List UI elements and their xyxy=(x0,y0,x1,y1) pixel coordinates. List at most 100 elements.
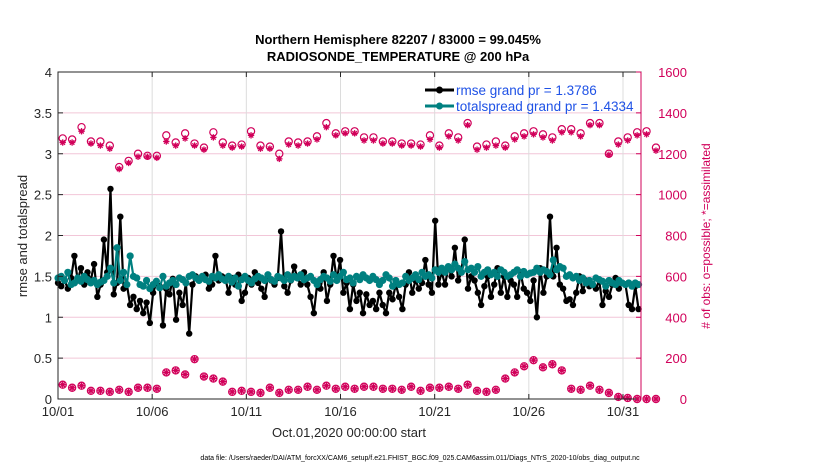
obs-assimilated-marker xyxy=(294,142,302,149)
obs-possible-marker xyxy=(482,387,491,397)
obs-assimilated-marker xyxy=(502,144,509,151)
obs-possible-marker xyxy=(86,386,96,396)
obs-assimilated-marker xyxy=(134,153,142,161)
rmse-point xyxy=(310,309,318,317)
obs-assimilated-marker xyxy=(398,142,405,149)
rmse-point xyxy=(451,244,459,251)
obs-possible-marker xyxy=(171,366,180,375)
obs-assimilated-marker xyxy=(455,137,462,144)
totalspread-point xyxy=(103,272,111,280)
obs-possible-marker xyxy=(67,383,77,392)
rmse-point xyxy=(477,301,485,309)
rmse-point xyxy=(510,281,518,288)
totalspread-point xyxy=(182,279,190,287)
chart-title-line-2: RADIOSONDE_TEMPERATURE @ 200 hPa xyxy=(267,49,530,64)
obs-possible-marker xyxy=(529,355,538,365)
rmse-point xyxy=(71,252,78,260)
rmse-point xyxy=(533,314,541,321)
obs-markers xyxy=(58,118,661,404)
totalspread-point xyxy=(231,274,239,282)
totalspread-point xyxy=(172,280,180,289)
obs-assimilated-marker xyxy=(257,145,264,152)
data-file-footer: data file: /Users/raeder/DAI/ATM_forcXX/… xyxy=(200,455,640,462)
obs-assimilated-marker xyxy=(436,144,443,151)
y-axis-label: rmse and totalspread xyxy=(15,175,30,297)
obs-assimilated-marker xyxy=(389,140,396,147)
totalspread-point xyxy=(280,276,288,285)
totalspread-point xyxy=(156,284,164,292)
rmse-point xyxy=(330,252,337,260)
rmse-point xyxy=(143,299,150,306)
obs-possible-marker xyxy=(256,388,265,398)
rmse-point xyxy=(504,293,511,301)
obs-assimilated-marker xyxy=(163,138,170,145)
obs-assimilated-marker xyxy=(313,136,321,143)
rmse-point xyxy=(628,305,636,313)
totalspread-point xyxy=(441,268,449,276)
obs-assimilated-marker xyxy=(351,130,358,137)
obs-possible-marker xyxy=(576,385,585,395)
obs-possible-marker xyxy=(651,394,661,404)
obs-assimilated-marker xyxy=(97,142,104,149)
obs-assimilated-marker xyxy=(78,128,85,135)
totalspread-point xyxy=(326,277,334,285)
rmse-point xyxy=(487,293,495,301)
x-tick-label: 10/01 xyxy=(42,404,75,419)
obs-possible-marker xyxy=(369,382,378,391)
totalspread-point xyxy=(234,282,242,290)
rmse-point xyxy=(77,265,85,272)
obs-possible-marker xyxy=(604,388,614,398)
totalspread-point xyxy=(60,276,69,285)
rmse-point xyxy=(409,289,416,296)
totalspread-point xyxy=(119,268,128,276)
obs-possible-marker xyxy=(246,387,256,397)
obs-assimilated-marker xyxy=(59,139,66,146)
obs-possible-marker xyxy=(322,381,331,390)
rmse-point xyxy=(389,296,396,303)
y-tick-label: 3 xyxy=(45,147,52,162)
totalspread-point xyxy=(559,264,567,272)
obs-possible-marker xyxy=(312,385,322,395)
obs-assimilated-marker xyxy=(473,146,481,153)
rmse-point xyxy=(307,293,314,301)
y-tick-label: 3.5 xyxy=(34,106,52,121)
totalspread-point xyxy=(113,244,121,252)
obs-assimilated-marker xyxy=(530,131,537,138)
totalspread-point xyxy=(513,266,521,274)
obs-possible-marker xyxy=(105,387,114,397)
grid xyxy=(58,72,641,399)
rmse-point xyxy=(159,322,167,329)
obs-assimilated-marker xyxy=(596,121,603,129)
rmse-point xyxy=(140,309,147,317)
rmse-point xyxy=(290,263,298,270)
rmse-point xyxy=(225,289,232,296)
obs-possible-marker xyxy=(463,380,472,389)
obs-assimilated-marker xyxy=(539,134,547,141)
totalspread-point xyxy=(261,276,269,285)
totalspread-point xyxy=(470,268,479,276)
rmse-point xyxy=(441,281,449,288)
rmse-point xyxy=(435,281,442,288)
legend: rmse grand pr = 1.3786 totalspread grand… xyxy=(425,83,634,114)
obs-assimilated-marker xyxy=(586,121,594,129)
obs-possible-marker xyxy=(425,383,435,392)
obs-assimilated-marker xyxy=(379,140,387,147)
obs-possible-marker xyxy=(557,366,566,375)
rmse-point xyxy=(166,291,173,298)
totalspread-point xyxy=(339,268,347,276)
obs-assimilated-marker xyxy=(247,132,255,139)
totalspread-point xyxy=(474,262,482,271)
rmse-point xyxy=(117,213,124,220)
totalspread-point xyxy=(447,266,456,274)
obs-assimilated-marker xyxy=(426,136,434,143)
y-axis-ticks: 0 0.5 1 1.5 2 2.5 3 3.5 4 xyxy=(34,65,63,407)
obs-assimilated-marker xyxy=(181,135,189,142)
y-tick-label: 2 xyxy=(45,229,52,244)
obs-possible-marker xyxy=(199,372,209,381)
rmse-point xyxy=(336,256,344,264)
obs-assimilated-marker xyxy=(68,139,76,146)
rmse-point xyxy=(546,213,554,220)
obs-possible-marker xyxy=(642,394,651,404)
obs-assimilated-marker xyxy=(144,153,151,161)
rmse-point xyxy=(599,301,606,309)
